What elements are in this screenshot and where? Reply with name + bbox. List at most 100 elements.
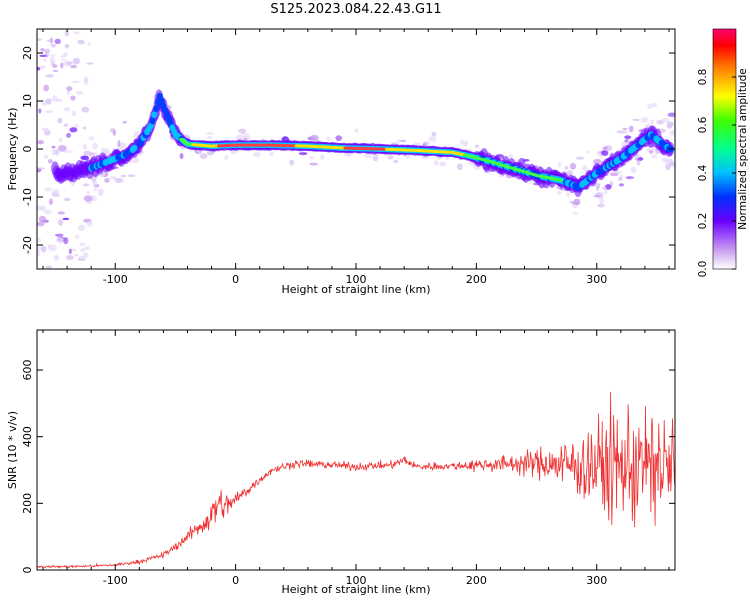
spectrogram-noise-blob <box>387 155 394 160</box>
spectrogram-noise-blob <box>289 159 295 166</box>
spectrogram-noise-blob <box>660 117 670 123</box>
spectrogram-noise-blob <box>120 174 126 178</box>
spectrogram-noise-blob <box>224 154 229 160</box>
snr-y-tick-label: 400 <box>21 426 34 447</box>
spectrogram-noise-blob <box>436 156 442 161</box>
spectrogram-noise-blob <box>55 237 65 243</box>
spectrogram-noise-blob <box>566 170 574 177</box>
spectrogram-noise-blob <box>199 153 208 160</box>
spectrogram-noise-blob <box>38 108 42 114</box>
spectrogram-noise-blob <box>63 107 71 112</box>
spectrogram-y-tick-label: 0 <box>21 146 34 153</box>
spectrogram-noise-blob <box>45 74 54 78</box>
ridge-mid <box>149 117 156 125</box>
spectrogram-noise-blob <box>131 156 139 164</box>
spectrogram-noise-blob <box>44 48 51 54</box>
spectrogram-noise-blob <box>54 38 61 45</box>
spectrogram-noise-blob <box>63 123 68 127</box>
spectrogram-noise-blob <box>396 139 401 144</box>
spectrogram-noise-blob <box>37 221 45 227</box>
spectrogram-noise-blob <box>603 188 608 195</box>
spectrogram-noise-blob <box>58 138 63 143</box>
spectrogram-noise-blob <box>64 30 70 37</box>
spectrogram-noise-blob <box>393 159 399 164</box>
snr-x-tick-label: 200 <box>466 574 487 587</box>
spectrogram-noise-blob <box>601 187 608 190</box>
spectrogram-noise-blob <box>44 265 53 269</box>
spectrogram-noise-blob <box>70 64 77 69</box>
spectrogram-noise-blob <box>651 154 657 159</box>
colorbar-tick-label: 0.8 <box>697 69 709 86</box>
spectrogram-noise-blob <box>38 215 46 223</box>
spectrogram-noise-blob <box>64 43 70 49</box>
spectrogram-noise-blob <box>73 31 80 35</box>
spectrogram-noise-blob <box>66 90 70 95</box>
spectrogram-noise-blob <box>585 150 589 154</box>
spectrogram-noise-blob <box>87 221 93 225</box>
spectrogram-noise-blob <box>298 152 308 156</box>
spectrogram-noise-blob <box>428 136 437 142</box>
ridge-core <box>558 178 564 182</box>
spectrogram-noise-blob <box>650 119 655 124</box>
spectrogram-noise-blob <box>640 116 649 123</box>
spectrogram-noise-blob <box>253 151 261 158</box>
spectrogram-noise-blob <box>628 125 634 133</box>
spectrogram-noise-blob <box>63 237 69 245</box>
chart-title: S125.2023.084.22.43.G11 <box>270 2 442 17</box>
spectrogram-noise-blob <box>37 67 41 71</box>
spectrogram-noise-blob <box>98 192 104 196</box>
spectrogram-noise-blob <box>114 178 124 183</box>
spectrogram-noise-blob <box>363 153 373 158</box>
spectrogram-noise-blob <box>104 177 110 183</box>
spectrogram-noise-blob <box>646 147 656 153</box>
spectrogram-noise-blob <box>71 80 80 84</box>
spectrogram-noise-blob <box>59 55 67 58</box>
spectrogram-noise-blob <box>635 153 642 158</box>
spectrogram-noise-blob <box>207 136 213 140</box>
spectrogram-noise-blob <box>597 203 605 208</box>
spectrogram-noise-blob <box>622 130 628 135</box>
spectrogram-noise-blob <box>77 258 86 261</box>
spectrogram-noise-blob <box>92 143 98 150</box>
spectrogram-noise-blob <box>92 180 98 186</box>
spectrogram-noise-blob <box>37 237 42 243</box>
spectrogram-noise-blob <box>632 118 641 121</box>
spectrogram-noise-blob <box>69 127 78 133</box>
spectrogram-noise-blob <box>77 224 86 231</box>
spectrogram-noise-blob <box>433 160 439 166</box>
spectrogram-noise-blob <box>64 150 74 153</box>
spectrogram-noise-blob <box>62 217 70 221</box>
colorbar-tick-label: 0.0 <box>697 261 709 278</box>
colorbar-label: Normalized spectral amplitude <box>737 68 749 229</box>
spectrogram-noise-blob <box>593 158 602 165</box>
spectrogram-noise-blob <box>65 254 74 261</box>
spectrogram-noise-blob <box>44 110 54 114</box>
spectrogram-noise-blob <box>52 69 59 73</box>
spectrogram-noise-blob <box>72 57 81 65</box>
spectrogram-noise-blob <box>44 154 49 159</box>
ridge-mid <box>151 111 158 119</box>
spectrogram-noise-blob <box>179 153 184 160</box>
spectrogram-noise-blob <box>41 127 49 132</box>
spectrogram-noise-blob <box>462 140 469 147</box>
spectrogram-noise-blob <box>51 145 56 149</box>
spectrogram-noise-blob <box>60 58 67 61</box>
spectrogram-noise-blob <box>83 150 92 156</box>
spectrogram-noise-blob <box>573 198 581 206</box>
spectrogram-noise-blob <box>80 155 90 161</box>
spectrogram-noise-blob <box>127 174 136 178</box>
spectrogram-noise-blob <box>71 110 77 116</box>
spectrogram-noise-blob <box>77 39 85 45</box>
spectrogram-y-tick-label: 10 <box>21 94 34 108</box>
spectrogram-noise-blob <box>404 154 411 159</box>
colorbar-tick-label: 0.6 <box>697 116 709 133</box>
snr-y-tick-label: 600 <box>21 360 34 381</box>
snr-x-tick-label: 0 <box>232 574 239 587</box>
spectrogram-noise-blob <box>53 254 60 261</box>
spectrogram-noise-blob <box>66 61 73 65</box>
spectrogram-noise-blob <box>235 134 245 142</box>
spectrogram-noise-blob <box>54 233 64 237</box>
